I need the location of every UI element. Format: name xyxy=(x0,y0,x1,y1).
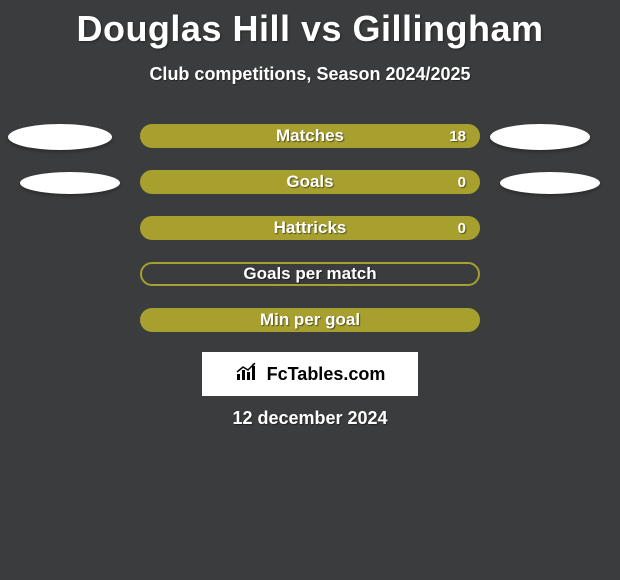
infographic-card: Douglas Hill vs Gillingham Club competit… xyxy=(0,0,620,580)
stat-row: Hattricks 0 xyxy=(0,216,620,240)
stat-value: 0 xyxy=(458,220,466,237)
stat-label: Goals per match xyxy=(243,264,376,284)
stat-bar: Goals 0 xyxy=(140,170,480,194)
brand-badge: FcTables.com xyxy=(202,352,418,396)
page-subtitle: Club competitions, Season 2024/2025 xyxy=(0,64,620,85)
stat-row: Goals 0 xyxy=(0,170,620,194)
left-ellipse xyxy=(8,124,112,150)
date-line: 12 december 2024 xyxy=(0,408,620,429)
stat-label: Hattricks xyxy=(274,218,347,238)
stat-value: 18 xyxy=(449,128,466,145)
stat-row: Matches 18 xyxy=(0,124,620,148)
left-ellipse xyxy=(20,172,120,194)
stat-bar: Min per goal xyxy=(140,308,480,332)
stat-label: Min per goal xyxy=(260,310,360,330)
stat-bar: Matches 18 xyxy=(140,124,480,148)
stat-value: 0 xyxy=(458,174,466,191)
stat-row: Goals per match xyxy=(0,262,620,286)
stat-label: Goals xyxy=(286,172,333,192)
stat-bar: Hattricks 0 xyxy=(140,216,480,240)
stat-label: Matches xyxy=(276,126,344,146)
chart-icon xyxy=(235,362,261,387)
stat-bar: Goals per match xyxy=(140,262,480,286)
right-ellipse xyxy=(500,172,600,194)
right-ellipse xyxy=(490,124,590,150)
stat-row: Min per goal xyxy=(0,308,620,332)
brand-text: FcTables.com xyxy=(267,364,386,385)
page-title: Douglas Hill vs Gillingham xyxy=(0,0,620,50)
